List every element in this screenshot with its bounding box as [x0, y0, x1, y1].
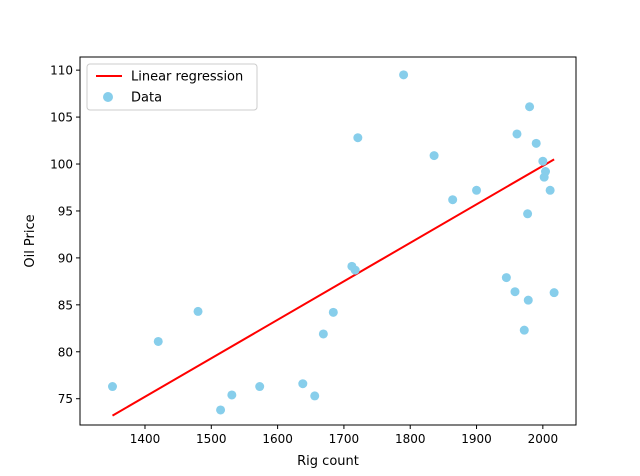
legend-data-label: Data: [131, 91, 162, 106]
data-point: [107, 382, 117, 392]
data-point: [540, 167, 550, 177]
data-point: [549, 288, 559, 298]
data-point: [523, 209, 533, 219]
x-axis-label: Rig count: [297, 454, 359, 469]
ticks-layer: 1400 1500 1600 1700 1800 1900 2000 75 80 85 90 95 10…: [50, 64, 558, 446]
data-point: [501, 273, 511, 283]
x-tick-label: 1400: [130, 432, 161, 446]
y-tick-label: 90: [58, 251, 73, 265]
y-tick-label: 75: [58, 392, 73, 406]
y-tick-label: 80: [58, 345, 73, 359]
plot-layer: [107, 70, 559, 417]
data-point: [350, 265, 360, 275]
y-tick-label: 95: [58, 204, 73, 218]
legend: Linear regression Data: [86, 63, 258, 111]
data-point: [510, 287, 520, 297]
data-point: [512, 129, 522, 139]
data-point: [216, 405, 226, 415]
data-point: [353, 133, 363, 143]
legend-regression-label: Linear regression: [131, 70, 243, 85]
data-point: [255, 382, 265, 392]
data-point: [318, 329, 328, 339]
legend-box: [86, 63, 258, 111]
data-point: [523, 295, 533, 305]
data-point: [531, 138, 541, 148]
y-tick-label: 105: [50, 111, 73, 125]
x-tick-label: 1700: [329, 432, 360, 446]
regression-line: [111, 158, 555, 417]
data-point: [545, 185, 555, 195]
data-point: [310, 391, 320, 401]
x-tick-label: 2000: [528, 432, 559, 446]
data-point: [298, 379, 308, 389]
x-tick-label: 1500: [196, 432, 227, 446]
data-point: [448, 195, 458, 205]
y-tick-label: 100: [50, 158, 73, 172]
data-point: [227, 390, 237, 400]
data-point: [328, 307, 338, 317]
y-tick-label: 110: [50, 64, 73, 78]
x-tick-label: 1900: [461, 432, 492, 446]
data-point: [153, 336, 163, 346]
y-tick-label: 85: [58, 298, 73, 312]
data-point: [525, 102, 535, 112]
x-tick-label: 1600: [262, 432, 293, 446]
data-point: [472, 185, 482, 195]
x-tick-label: 1800: [395, 432, 426, 446]
axes-frame: [79, 56, 577, 426]
data-point: [429, 151, 439, 161]
data-point: [193, 306, 203, 316]
legend-data-swatch: [103, 92, 113, 102]
data-point: [519, 325, 529, 335]
data-point: [538, 156, 548, 166]
data-point: [399, 70, 409, 80]
y-axis-label: Oil Price: [23, 214, 38, 267]
